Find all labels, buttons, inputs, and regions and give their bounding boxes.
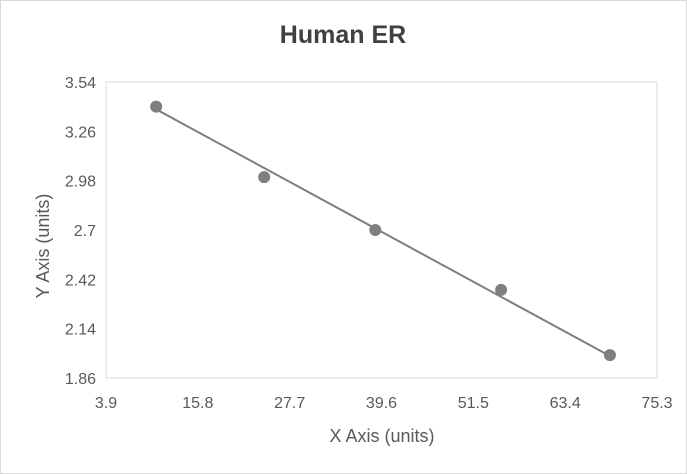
data-point [369,224,382,236]
y-axis-ticks: 3.54 3.26 2.98 2.7 2.42 2.14 1.86 [65,75,96,388]
data-points [150,100,616,362]
data-point [150,100,163,113]
x-axis-label: X Axis (units) [329,426,434,446]
x-tick-label: 39.6 [366,395,397,412]
y-tick-label: 2.7 [74,223,96,240]
y-tick-label: 3.26 [65,124,96,141]
y-tick-label: 3.54 [65,75,96,92]
x-axis-ticks: 3.9 15.8 27.7 39.6 51.5 63.4 75.3 [95,395,673,412]
data-point [603,349,616,362]
x-tick-label: 75.3 [641,395,672,412]
data-point [258,171,271,184]
data-point [495,283,508,296]
y-axis-label: Y Axis (units) [33,194,53,299]
trendline [155,108,611,357]
y-tick-label: 1.86 [65,371,96,388]
x-tick-label: 51.5 [458,395,489,412]
y-tick-label: 2.98 [65,174,96,191]
y-tick-label: 2.42 [65,272,96,289]
plot-area [105,81,658,379]
y-tick-label: 2.14 [65,322,96,339]
x-tick-label: 63.4 [550,395,581,412]
x-tick-label: 3.9 [95,395,117,412]
chart-title: Human ER [280,21,406,49]
x-tick-label: 15.8 [182,395,213,412]
x-tick-label: 27.7 [274,395,305,412]
